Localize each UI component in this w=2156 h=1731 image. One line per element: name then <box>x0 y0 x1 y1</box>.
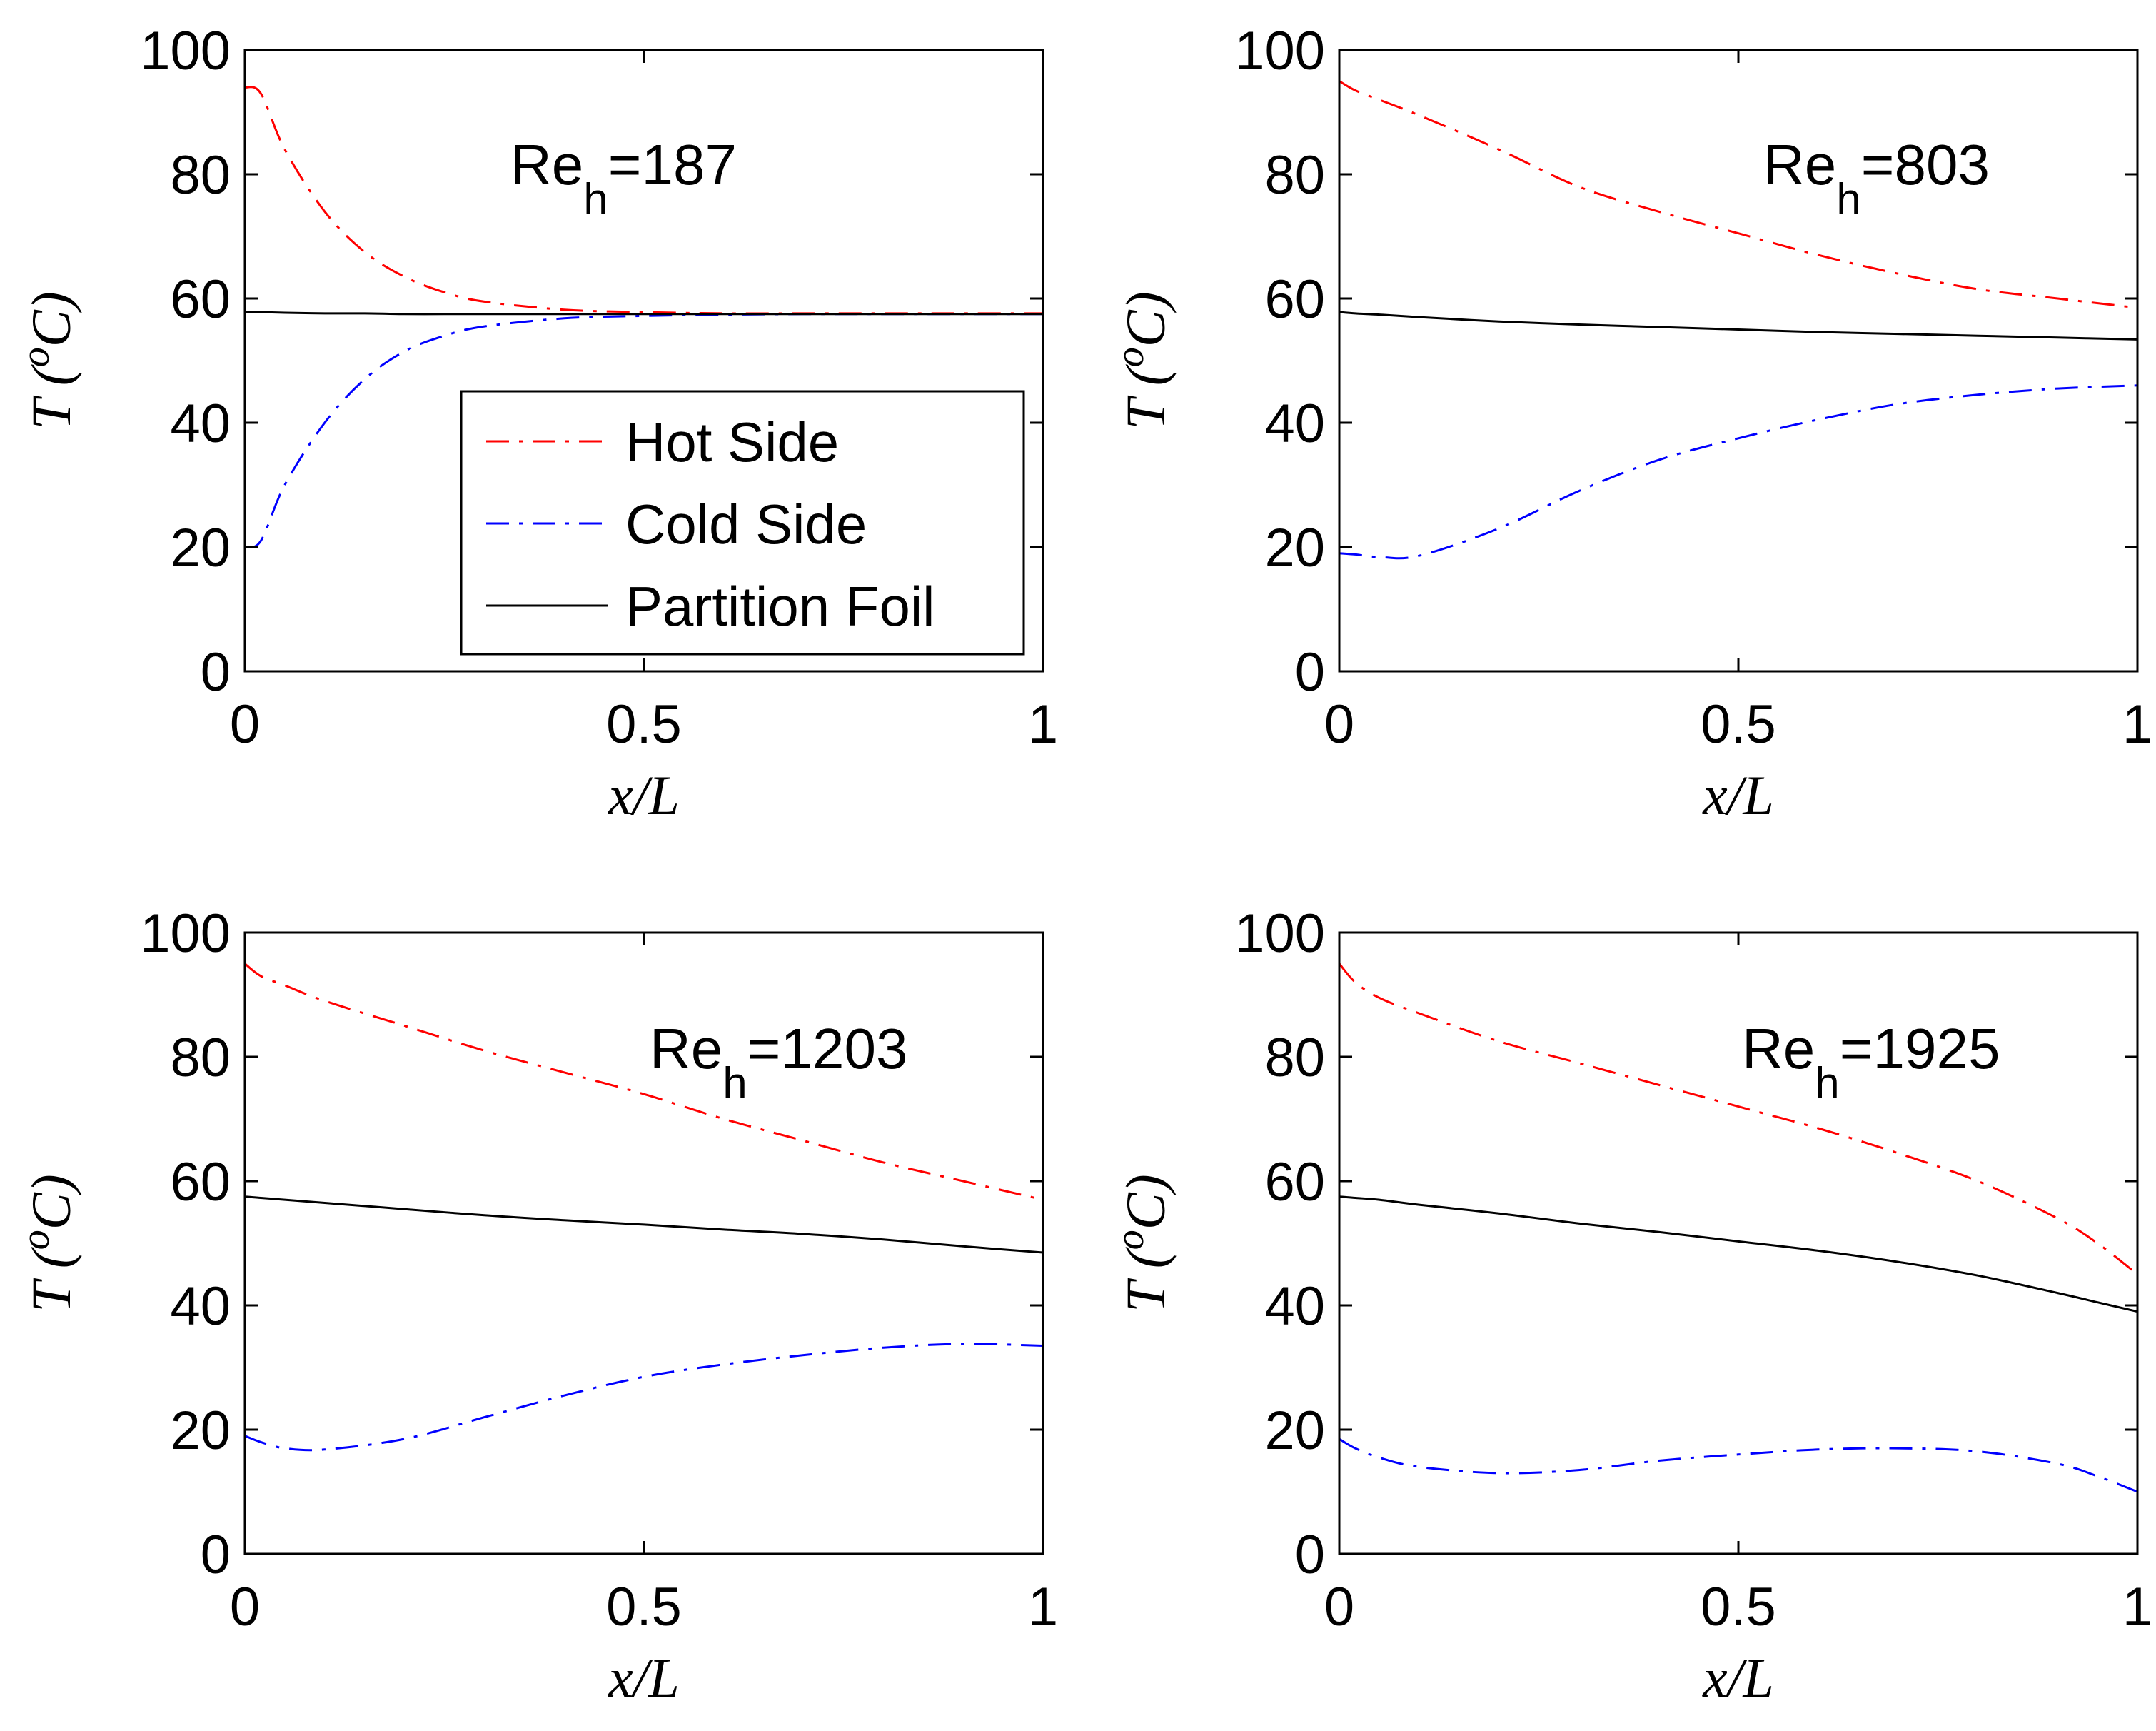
x-tick-label: 0 <box>230 1577 260 1637</box>
x-tick-label: 0.5 <box>606 1577 682 1637</box>
y-axis-label: T (oC) <box>1108 1174 1177 1312</box>
y-tick-label: 0 <box>1295 642 1325 703</box>
y-tick-label: 20 <box>170 1400 231 1461</box>
x-tick-label: 1 <box>2122 694 2152 755</box>
y-tick-label: 60 <box>1264 269 1325 330</box>
series-line-cold-side <box>245 313 1043 549</box>
legend-label: Partition Foil <box>625 575 935 638</box>
y-axis-label: T (oC) <box>14 1174 82 1312</box>
series-line-hot-side <box>1339 80 2137 309</box>
x-tick-label: 0 <box>1324 1577 1354 1637</box>
y-tick-label: 40 <box>1264 1276 1325 1337</box>
series-line-cold-side <box>245 1343 1043 1452</box>
panel-1: 0 20 40 60 80 100 0 0.5 1 x/L T (oC) Reh=187 <box>14 21 1058 826</box>
x-tick-label: 1 <box>1028 1577 1058 1637</box>
y-axis-label: T (oC) <box>14 291 82 429</box>
series-line-hot-side <box>245 86 1043 315</box>
series-line-partition-foil <box>1339 1195 2137 1313</box>
x-axis-label: x/L <box>608 764 680 826</box>
series-line-cold-side <box>1339 384 2137 560</box>
series-line-partition-foil <box>1339 311 2137 341</box>
x-tick-label: 0.5 <box>1701 1577 1776 1637</box>
x-tick-label: 0.5 <box>1701 694 1776 755</box>
x-tick-label: 0 <box>1324 694 1354 755</box>
reynolds-annotation: Reh=1203 <box>650 1017 907 1108</box>
y-tick-label: 0 <box>1295 1525 1325 1585</box>
x-axis-label: x/L <box>1702 1647 1774 1709</box>
y-tick-label: 60 <box>170 1152 231 1213</box>
legend-label: Cold Side <box>625 493 867 556</box>
y-tick-label: 100 <box>140 21 231 81</box>
y-tick-label: 20 <box>1264 518 1325 578</box>
series-line-partition-foil <box>245 311 1043 316</box>
y-tick-label: 20 <box>1264 1400 1325 1461</box>
series-line-hot-side <box>245 963 1043 1201</box>
y-tick-label: 60 <box>1264 1152 1325 1213</box>
y-tick-label: 40 <box>170 1276 231 1337</box>
x-axis-label: x/L <box>608 1647 680 1709</box>
y-tick-label: 80 <box>170 145 231 206</box>
y-axis-label: T (oC) <box>1108 291 1177 429</box>
panel-2: 0 20 40 60 80 100 0 0.5 1 x/L T (oC) Reh=803 <box>1108 21 2152 826</box>
legend-label: Hot Side <box>625 411 839 473</box>
reynolds-annotation: Reh=187 <box>510 133 737 224</box>
y-tick-label: 0 <box>201 1525 231 1585</box>
series-line-hot-side <box>1339 963 2137 1275</box>
panel-3: 0 20 40 60 80 100 0 0.5 1 x/L T (oC) Reh=1203 <box>14 903 1058 1709</box>
x-tick-label: 1 <box>2122 1577 2152 1637</box>
series-line-cold-side <box>1339 1438 2137 1493</box>
y-tick-label: 20 <box>170 518 231 578</box>
legend: Hot Side Cold Side Partition Foil <box>460 390 1025 656</box>
y-tick-label: 100 <box>1234 21 1325 81</box>
reynolds-annotation: Reh=1925 <box>1742 1017 2000 1108</box>
x-tick-label: 0 <box>230 694 260 755</box>
y-tick-label: 80 <box>170 1028 231 1088</box>
x-tick-label: 1 <box>1028 694 1058 755</box>
y-tick-label: 40 <box>1264 393 1325 454</box>
y-tick-label: 80 <box>1264 1028 1325 1088</box>
panel-4: 0 20 40 60 80 100 0 0.5 1 x/L T (oC) Reh=1925 <box>1108 903 2152 1709</box>
y-tick-label: 0 <box>201 642 231 703</box>
x-tick-label: 0.5 <box>606 694 682 755</box>
y-tick-label: 40 <box>170 393 231 454</box>
x-axis-label: x/L <box>1702 764 1774 826</box>
y-tick-label: 80 <box>1264 145 1325 206</box>
series-line-partition-foil <box>245 1195 1043 1254</box>
reynolds-annotation: Reh=803 <box>1763 133 1990 224</box>
y-tick-label: 60 <box>170 269 231 330</box>
y-tick-label: 100 <box>140 903 231 964</box>
y-tick-label: 100 <box>1234 903 1325 964</box>
